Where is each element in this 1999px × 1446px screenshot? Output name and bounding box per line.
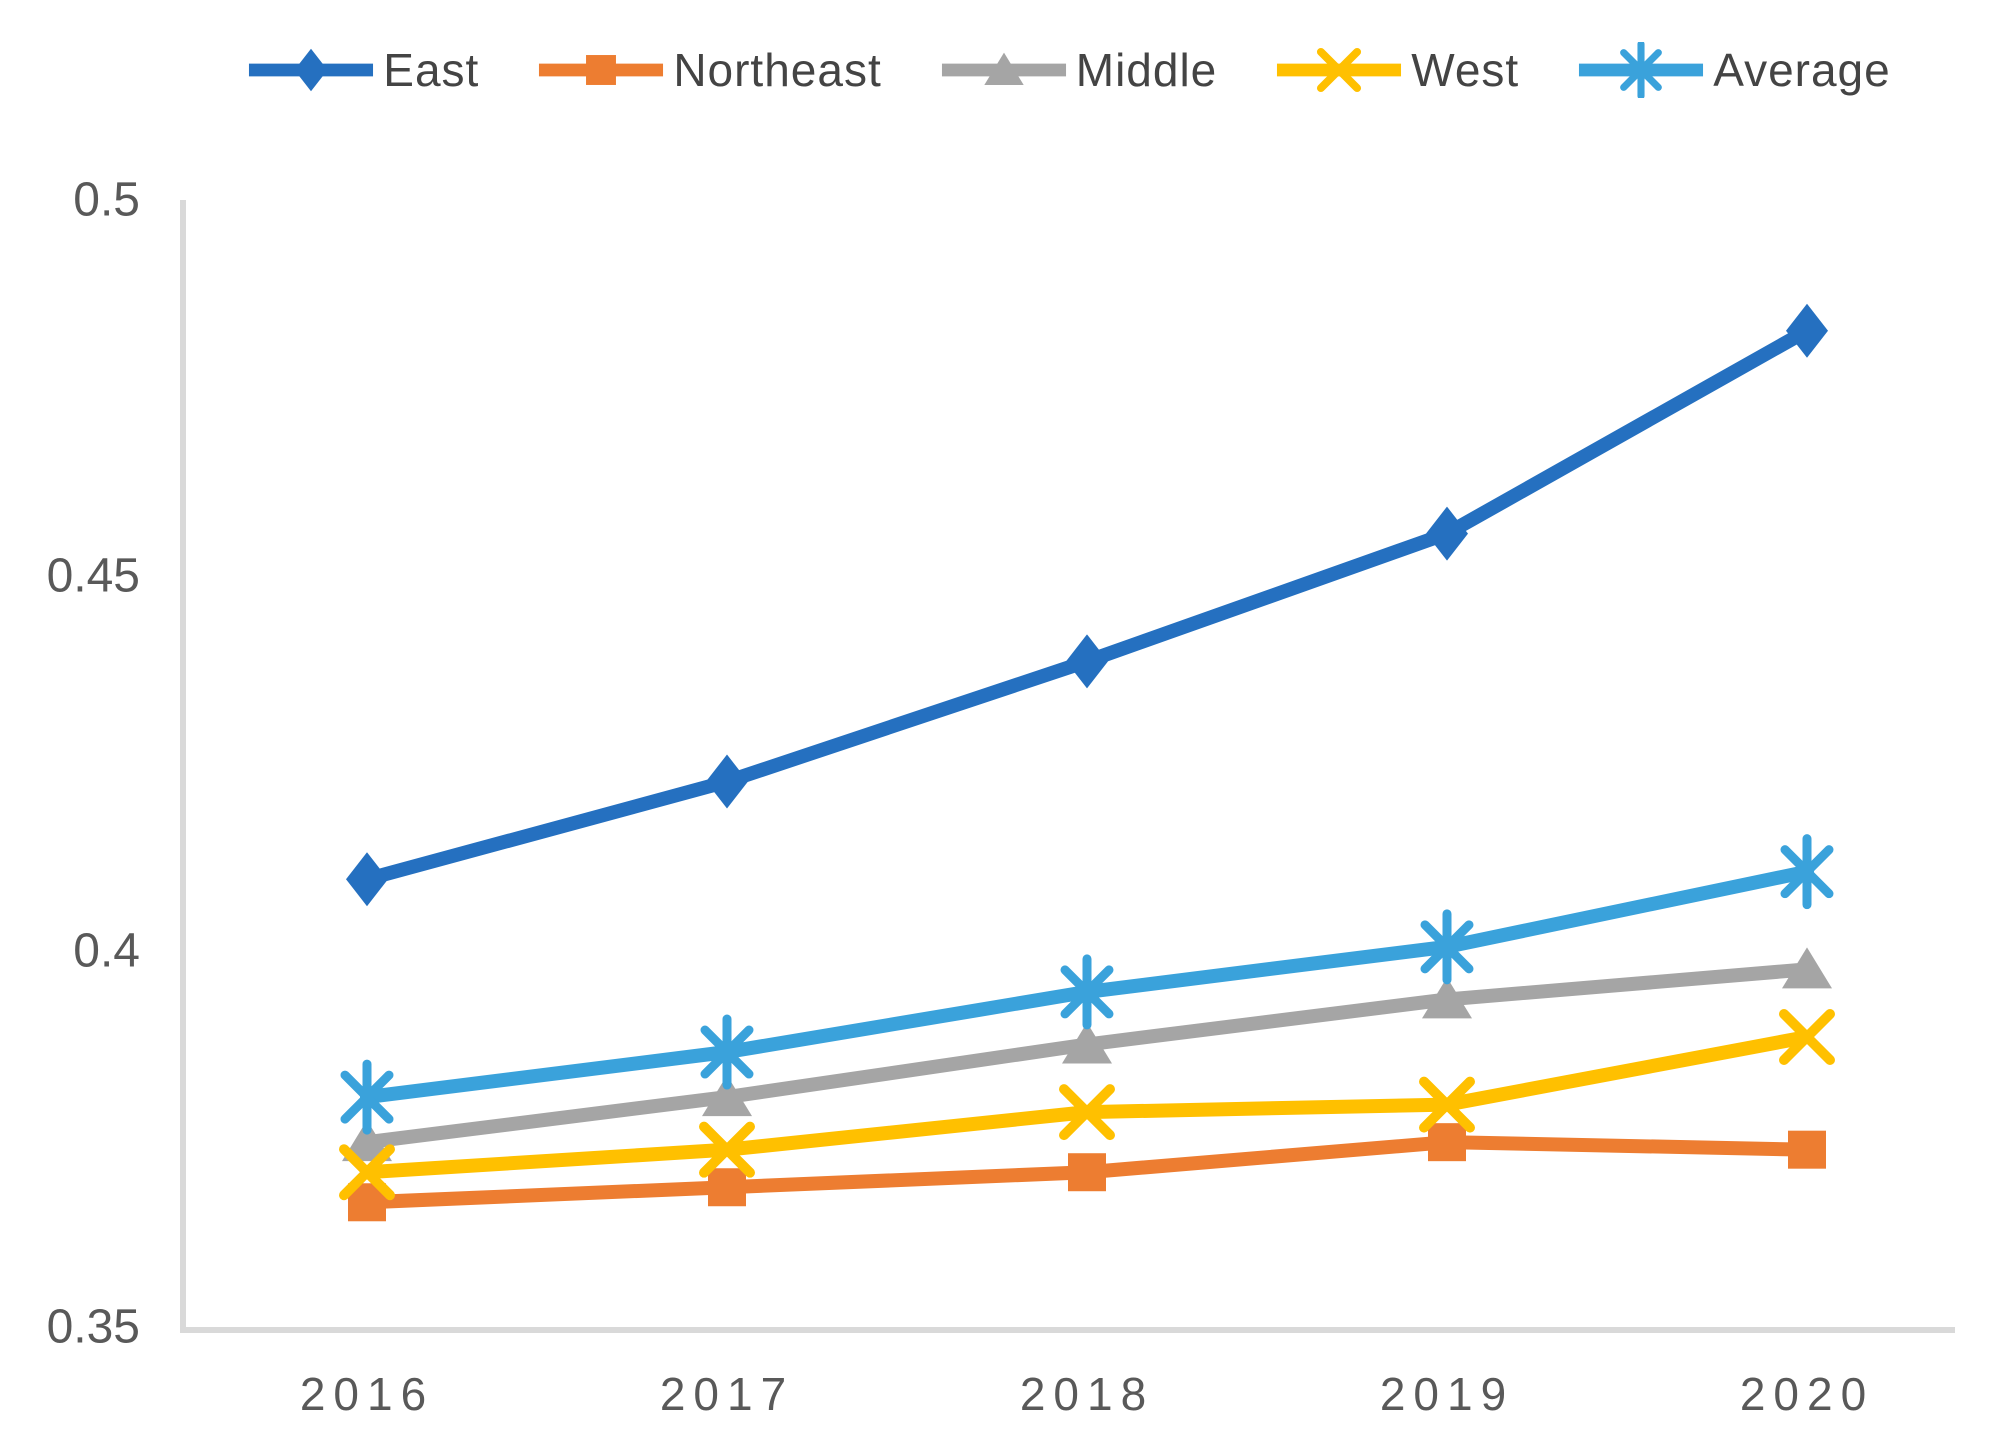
series-northeast-line — [348, 1123, 1826, 1222]
series-middle-line — [342, 947, 1832, 1162]
west-x-marker-icon — [1277, 47, 1402, 93]
legend-label-east: East — [383, 44, 480, 96]
x-tick-2016: 2016 — [300, 1368, 434, 1420]
legend-item-east[interactable]: East — [247, 42, 479, 98]
series-east-line — [346, 303, 1828, 907]
series-layer — [339, 303, 1835, 1222]
x-tick-2017: 2017 — [660, 1368, 794, 1420]
y-tick-0.5: 0.5 — [73, 174, 140, 227]
x-tick-2019: 2019 — [1380, 1368, 1514, 1420]
east-diamond-marker-icon — [249, 48, 374, 92]
legend-label-northeast: Northeast — [673, 44, 882, 96]
legend: East Northeast Middle West Average — [183, 28, 1955, 112]
legend-label-average: Average — [1713, 44, 1891, 96]
average-asterisk-marker-icon — [1579, 42, 1704, 98]
legend-item-west[interactable]: West — [1275, 42, 1519, 98]
legend-label-west: West — [1411, 44, 1520, 96]
y-tick-0.45: 0.45 — [47, 550, 140, 603]
y-tick-0.4: 0.4 — [73, 925, 140, 978]
northeast-square-marker-icon — [539, 55, 664, 85]
series-average-line — [340, 834, 1834, 1135]
x-tick-2020: 2020 — [1740, 1368, 1874, 1420]
legend-item-average[interactable]: Average — [1577, 42, 1891, 98]
series-west-line — [339, 1008, 1835, 1201]
legend-label-middle: Middle — [1075, 44, 1218, 96]
y-tick-0.35: 0.35 — [47, 1301, 140, 1354]
middle-triangle-marker-icon — [941, 52, 1066, 85]
legend-item-northeast[interactable]: Northeast — [537, 42, 881, 98]
legend-item-middle[interactable]: Middle — [940, 42, 1218, 98]
x-tick-2018: 2018 — [1020, 1368, 1154, 1420]
